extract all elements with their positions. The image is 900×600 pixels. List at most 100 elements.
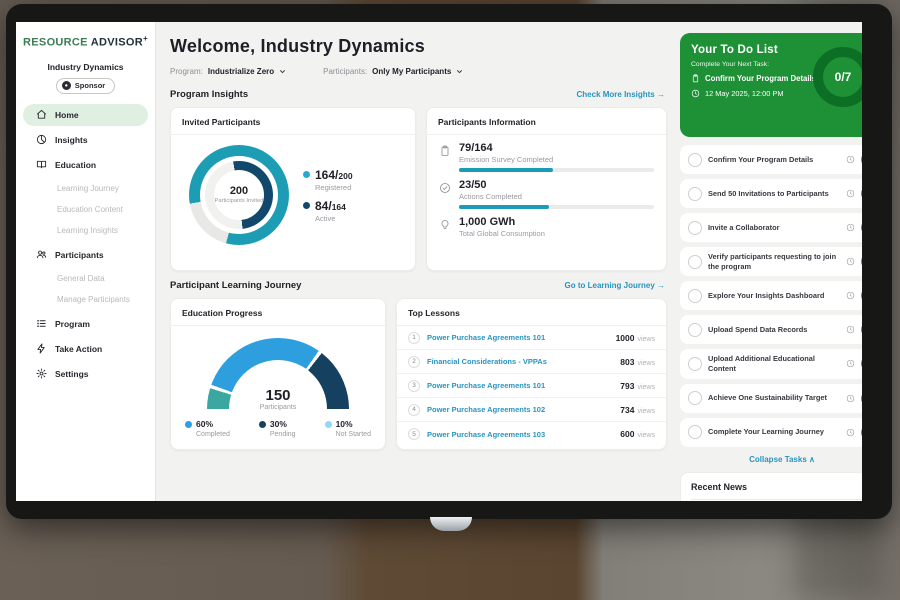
- card-title: Participants Information: [427, 108, 666, 135]
- lesson-link[interactable]: Power Purchase Agreements 101: [427, 381, 546, 390]
- task-checkbox[interactable]: [688, 391, 702, 405]
- clock-icon: [846, 428, 855, 436]
- task-checkbox[interactable]: [688, 254, 702, 269]
- program-dropdown[interactable]: Program: Industrialize Zero: [170, 67, 287, 76]
- task-label: Send 50 Invitations to Participants: [708, 188, 829, 198]
- invited-legend: 164/200 Registered 84/164 Active: [303, 161, 353, 230]
- check-more-insights-link[interactable]: Check More Insights →: [577, 90, 665, 99]
- sidebar-item-education[interactable]: Education: [23, 154, 148, 176]
- task-checkbox[interactable]: [688, 288, 702, 303]
- participants-value: Only My Participants: [372, 67, 452, 76]
- sidebar-item-label: Learning Insights: [57, 226, 118, 236]
- sidebar-item-settings[interactable]: Settings: [23, 363, 148, 385]
- legend-item-completed: 60% Completed: [185, 419, 230, 438]
- legend-label: Not Started: [335, 431, 371, 438]
- donut-center: 200 Participants Invited: [214, 170, 264, 220]
- task-checkbox[interactable]: [688, 425, 702, 439]
- todo-subtitle: Complete Your Next Task:: [691, 61, 770, 68]
- lesson-link[interactable]: Power Purchase Agreements 101: [427, 333, 546, 342]
- chevron-down-icon: [457, 70, 463, 74]
- logo-plus: +: [142, 34, 148, 43]
- sidebar-item-general-data[interactable]: General Data: [23, 269, 148, 289]
- task-chevron-button[interactable]: ›: [861, 322, 862, 338]
- task-checkbox[interactable]: [688, 356, 702, 371]
- clock-icon: [846, 292, 855, 300]
- todo-column: Your To Do List Complete Your Next Task:…: [677, 22, 862, 501]
- clipboard-icon: [692, 74, 699, 83]
- task-row-invite-collaborator[interactable]: Invite a Collaborator ›: [680, 213, 862, 242]
- section-title: Participant Learning Journey: [170, 280, 302, 291]
- sidebar-menu: Home Insights Education Learning Journey…: [16, 103, 155, 385]
- task-chevron-button[interactable]: ›: [861, 356, 862, 372]
- sidebar-item-participants[interactable]: Participants: [23, 244, 148, 266]
- program-label: Program:: [170, 67, 203, 76]
- sidebar-item-manage-participants[interactable]: Manage Participants: [23, 290, 148, 310]
- task-row-upload-spend-data[interactable]: Upload Spend Data Records ›: [680, 315, 862, 345]
- lesson-row: 2 Financial Considerations - VPPAs 803 vi…: [397, 350, 666, 374]
- todo-next-task[interactable]: Confirm Your Program Details: [691, 74, 862, 83]
- task-label: Explore Your Insights Dashboard: [708, 290, 825, 300]
- collapse-label: Collapse Tasks: [749, 454, 807, 464]
- lesson-link[interactable]: Power Purchase Agreements 102: [427, 405, 546, 414]
- education-progress-card: Education Progress 150 Participants 60% …: [170, 298, 386, 450]
- task-chevron-button[interactable]: ›: [861, 186, 862, 201]
- card-title: Invited Participants: [171, 108, 415, 135]
- clock-icon: [846, 223, 855, 232]
- lesson-link[interactable]: Power Purchase Agreements 103: [427, 429, 546, 439]
- sidebar-item-insights[interactable]: Insights: [23, 129, 148, 151]
- task-checkbox[interactable]: [688, 186, 702, 201]
- task-chevron-button[interactable]: ›: [861, 220, 862, 235]
- chevron-down-icon: [280, 70, 286, 74]
- task-checkbox[interactable]: [688, 220, 702, 235]
- task-row-explore-insights[interactable]: Explore Your Insights Dashboard ›: [680, 281, 862, 311]
- logo-advisor: ADVISOR: [90, 36, 143, 49]
- participants-dropdown[interactable]: Participants: Only My Participants: [323, 67, 464, 76]
- task-row-achieve-sustainability-target[interactable]: Achieve One Sustainability Target ›: [680, 383, 862, 413]
- task-row-send-invitations[interactable]: Send 50 Invitations to Participants ›: [680, 179, 862, 208]
- arrow-right-icon: →: [657, 90, 665, 99]
- task-checkbox[interactable]: [688, 152, 702, 167]
- sidebar-item-program[interactable]: Program: [23, 313, 148, 335]
- clock-icon: [846, 155, 855, 164]
- clock-icon: [846, 360, 855, 368]
- sidebar-item-label: Take Action: [55, 343, 103, 354]
- donut-center-value: 200: [229, 184, 249, 197]
- sidebar-item-learning-journey[interactable]: Learning Journey: [23, 179, 148, 199]
- sponsor-badge[interactable]: ● Sponsor: [55, 77, 116, 94]
- sidebar-item-label: Settings: [55, 368, 89, 379]
- task-row-complete-learning-journey[interactable]: Complete Your Learning Journey ›: [680, 417, 862, 447]
- task-chevron-button[interactable]: ›: [861, 288, 862, 304]
- lesson-link[interactable]: Financial Considerations - VPPAs: [427, 357, 547, 366]
- task-label: Verify participants requesting to join t…: [708, 252, 837, 271]
- todo-next-task-label: Confirm Your Program Details: [705, 74, 817, 83]
- task-chevron-button[interactable]: ›: [861, 152, 862, 167]
- sidebar-item-take-action[interactable]: Take Action: [23, 338, 148, 360]
- link-label: Go to Learning Journey: [564, 281, 655, 290]
- task-checkbox[interactable]: [688, 322, 702, 337]
- task-row-verify-participants[interactable]: Verify participants requesting to join t…: [680, 247, 862, 277]
- collapse-tasks-link[interactable]: Collapse Tasks ∧: [680, 455, 862, 464]
- task-row-upload-educational-content[interactable]: Upload Additional Educational Content ›: [680, 349, 862, 379]
- task-chevron-button[interactable]: ›: [861, 254, 862, 270]
- task-label: Upload Spend Data Records: [708, 324, 808, 334]
- donut-center-label: Participants Invited: [214, 197, 264, 204]
- legend-dot: [303, 170, 310, 178]
- sidebar-item-learning-insights[interactable]: Learning Insights: [23, 221, 148, 241]
- legend-pct: 30%: [269, 419, 287, 429]
- lesson-row: 3 Power Purchase Agreements 101 793 views: [397, 374, 666, 398]
- sidebar-item-education-content[interactable]: Education Content: [23, 200, 148, 220]
- insights-cards-row: Invited Participants 200 Participants In…: [170, 107, 667, 271]
- sidebar-item-home[interactable]: Home: [23, 103, 148, 126]
- views-word: views: [637, 335, 655, 343]
- legend-value: 84/: [315, 198, 332, 213]
- task-chevron-button[interactable]: ›: [861, 424, 862, 440]
- clock-icon: [691, 89, 700, 98]
- task-row-confirm-program[interactable]: Confirm Your Program Details ›: [680, 145, 862, 174]
- lightbulb-icon: [441, 220, 449, 229]
- task-chevron-button[interactable]: ›: [861, 390, 862, 406]
- sidebar-item-label: Manage Participants: [57, 295, 130, 305]
- legend-item-registered: 164/200 Registered: [303, 168, 353, 192]
- task-label: Achieve One Sustainability Target: [708, 393, 827, 403]
- stat-label: Emission Survey Completed: [459, 155, 554, 164]
- go-to-learning-journey-link[interactable]: Go to Learning Journey →: [565, 281, 665, 290]
